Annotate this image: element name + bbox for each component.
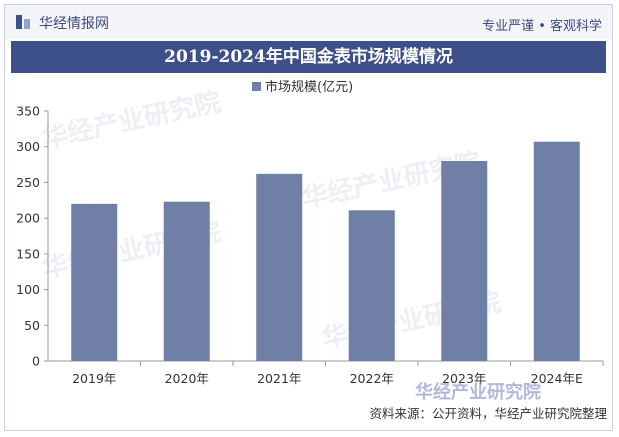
legend-swatch — [252, 82, 261, 91]
x-tick-label: 2020年 — [165, 371, 209, 386]
y-tick-label: 0 — [32, 354, 40, 369]
brand-name: 华经情报网 — [39, 16, 109, 32]
bar — [256, 173, 303, 361]
chart-title: 2019-2024年中国金表市场规模情况 — [11, 41, 606, 73]
brand-logo-icon — [16, 15, 30, 29]
y-tick-label: 150 — [16, 246, 40, 261]
x-tick-label: 2023年 — [442, 371, 486, 386]
y-tick-label: 300 — [16, 139, 40, 154]
x-tick-label: 2021年 — [257, 371, 301, 386]
watermark-logo-text: 华经产业研究院 — [415, 382, 541, 403]
bar — [71, 203, 118, 361]
legend-label: 市场规模(亿元) — [265, 79, 353, 95]
y-tick-label: 350 — [16, 104, 40, 119]
y-tick-label: 100 — [16, 282, 40, 297]
header-bar: 华经情报网 专业严谨 • 客观科学 — [5, 5, 612, 39]
x-tick-label: 2022年 — [350, 371, 394, 386]
y-tick-label: 50 — [24, 318, 40, 333]
x-tick-label: 2019年 — [72, 371, 116, 386]
bar — [348, 210, 395, 361]
x-tick-label: 2024年E — [531, 371, 583, 386]
bar — [441, 161, 488, 361]
bar — [533, 141, 580, 361]
y-tick-label: 200 — [16, 211, 40, 226]
y-tick-label: 250 — [16, 175, 40, 190]
bar — [163, 201, 210, 361]
source-note: 资料来源：公开资料，华经产业研究院整理 — [369, 406, 607, 421]
tagline: 专业严谨 • 客观科学 — [482, 19, 602, 34]
